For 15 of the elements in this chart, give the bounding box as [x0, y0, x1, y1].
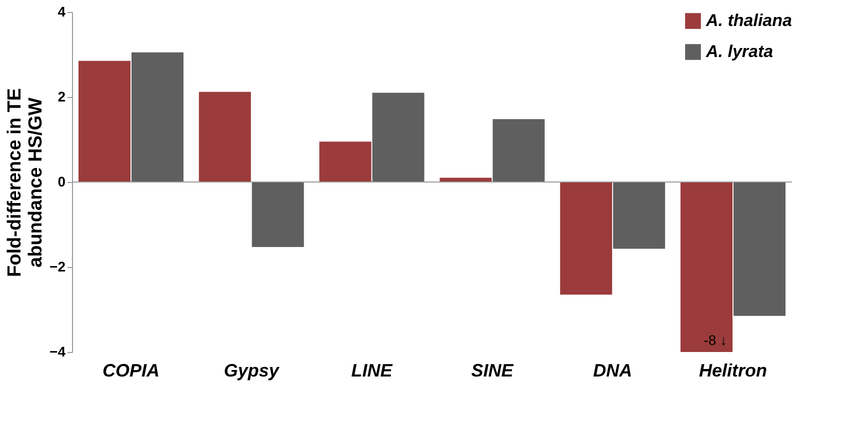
x-tick-label: Gypsy — [224, 360, 280, 380]
y-tick-label: 2 — [58, 88, 66, 104]
x-tick-label: DNA — [593, 360, 632, 380]
y-tick-label: 0 — [58, 174, 66, 190]
legend-label: A. lyrata — [705, 42, 774, 61]
y-tick-label: −2 — [50, 258, 66, 274]
x-tick-label: COPIA — [102, 360, 160, 380]
x-tick-label: Helitron — [698, 360, 768, 380]
y-tick-label: −4 — [50, 344, 66, 360]
y-axis-title: Fold-difference in TE abundance HS/GW — [4, 88, 47, 277]
annotation: -8 ↓ — [704, 332, 728, 348]
y-tick-label: 4 — [58, 4, 66, 20]
x-tick-label: LINE — [351, 360, 394, 380]
legend-label: A. thaliana — [705, 11, 792, 30]
x-tick-label: SINE — [471, 360, 514, 380]
